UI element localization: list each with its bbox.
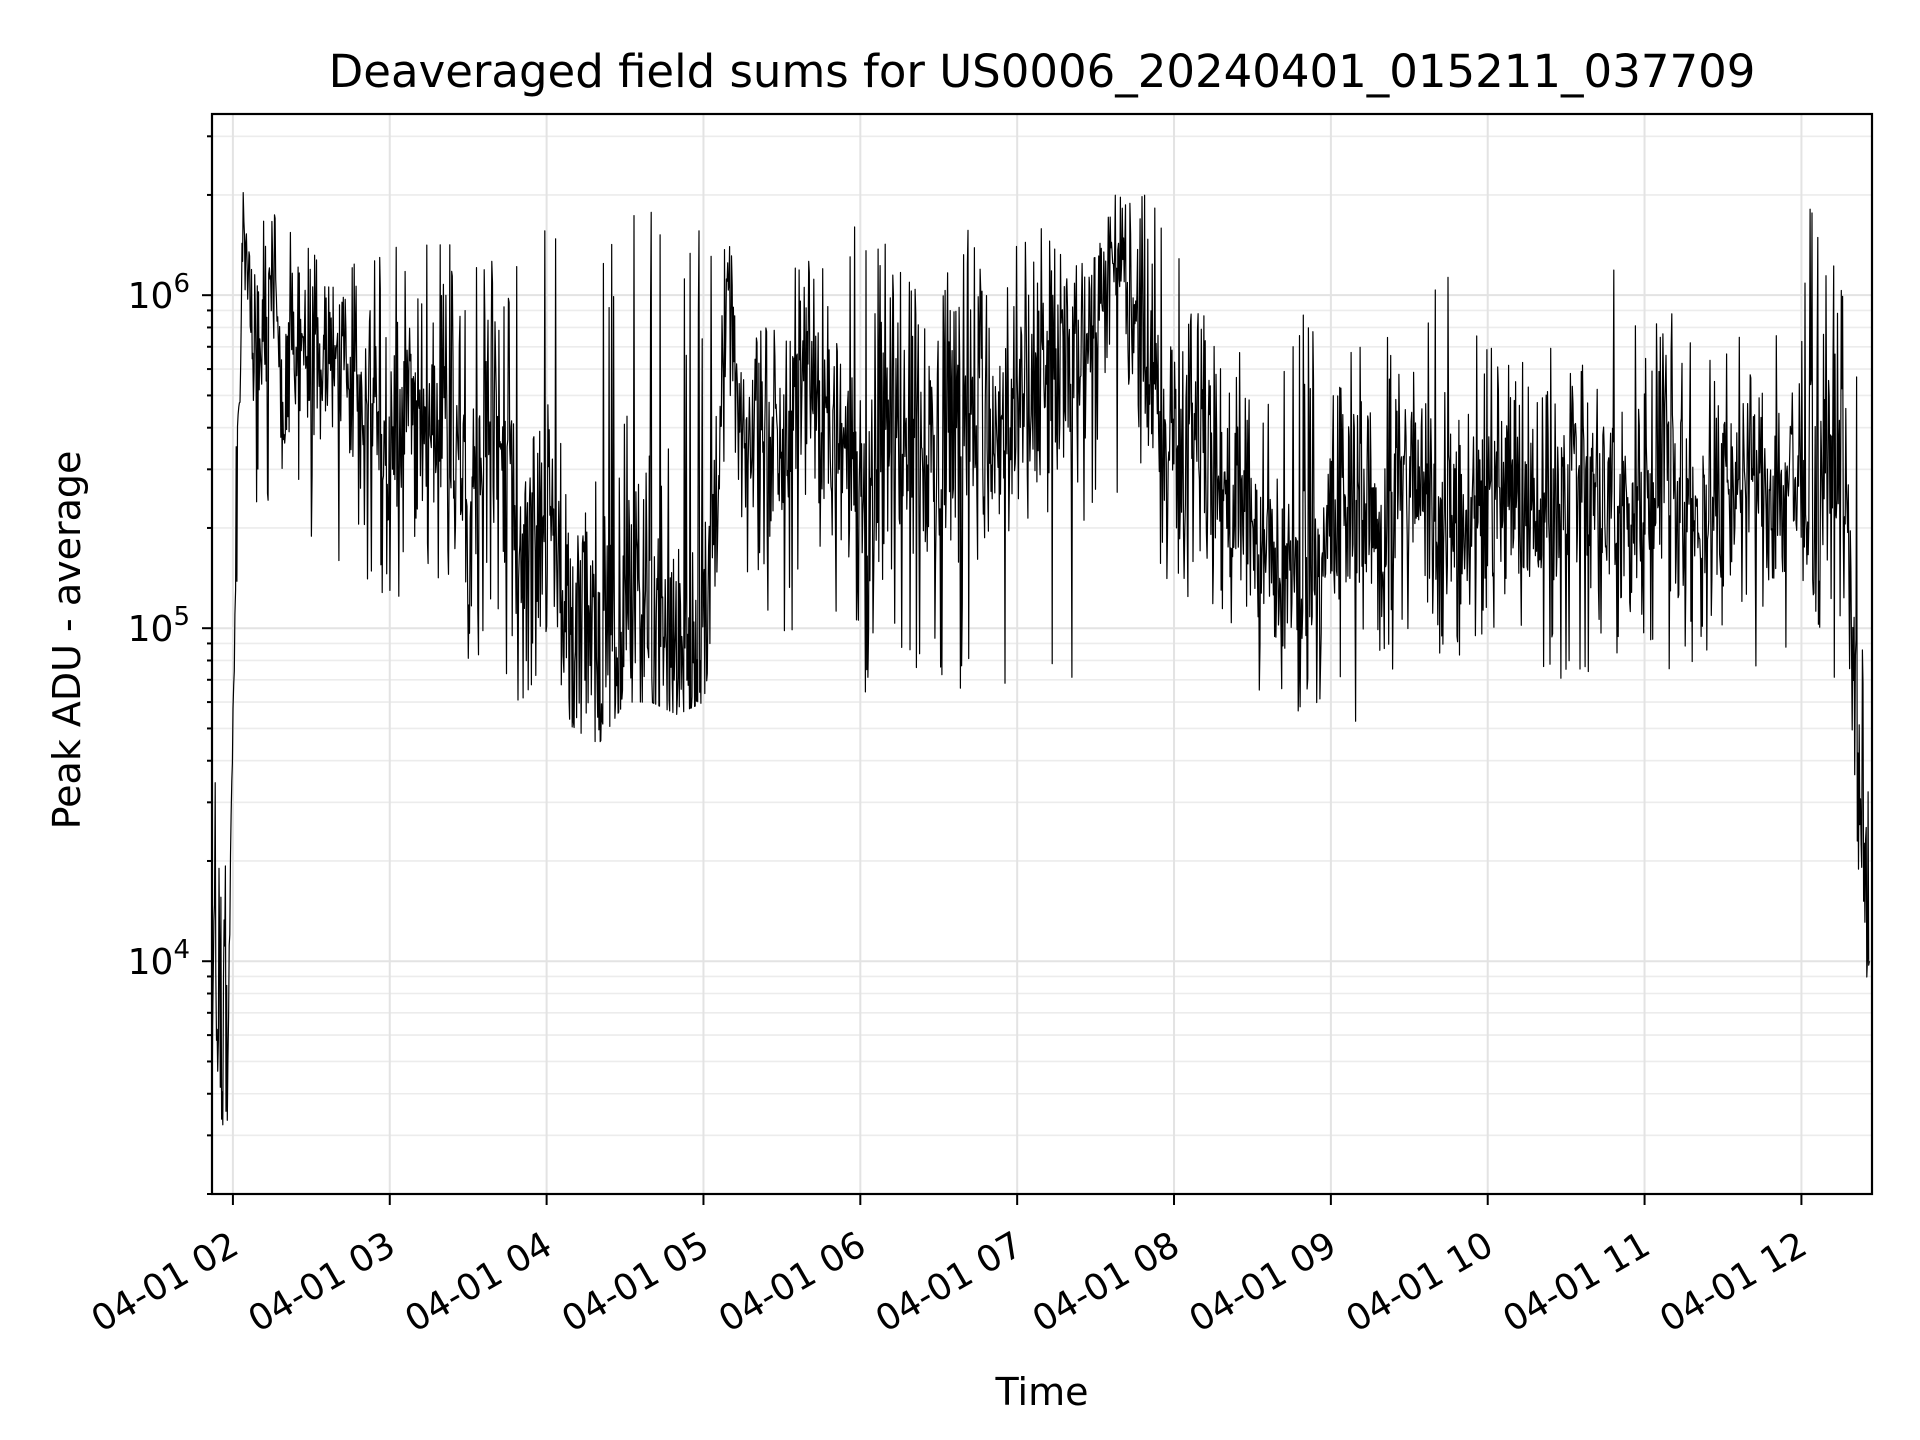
y-tick-label: 106: [128, 269, 190, 317]
chart-title: Deaveraged field sums for US0006_2024040…: [329, 45, 1756, 98]
x-tick-label: 04-01 03: [242, 1224, 403, 1340]
x-tick-label: 04-01 07: [869, 1224, 1030, 1340]
plot-frame: [210, 112, 1874, 1196]
x-axis-label: Time: [995, 1370, 1089, 1414]
y-axis-label: Peak ADU - average: [45, 451, 89, 830]
series-line-peak-adu: [211, 192, 1870, 1126]
y-axis: 104 105 106: [128, 135, 212, 1195]
y-tick-label: 105: [128, 602, 190, 650]
x-tick-label: 04-01 11: [1496, 1224, 1657, 1340]
x-tick-label: 04-01 09: [1183, 1224, 1344, 1340]
x-tick-label: 04-01 12: [1653, 1224, 1814, 1340]
x-tick-label: 04-01 10: [1340, 1224, 1501, 1340]
x-tick-label: 04-01 05: [555, 1224, 716, 1340]
x-tick-label: 04-01 08: [1026, 1224, 1187, 1340]
x-tick-label: 04-01 02: [85, 1224, 246, 1340]
x-tick-label: 04-01 04: [398, 1224, 559, 1340]
y-tick-label: 104: [128, 935, 190, 983]
x-tick-label: 04-01 06: [712, 1224, 873, 1340]
